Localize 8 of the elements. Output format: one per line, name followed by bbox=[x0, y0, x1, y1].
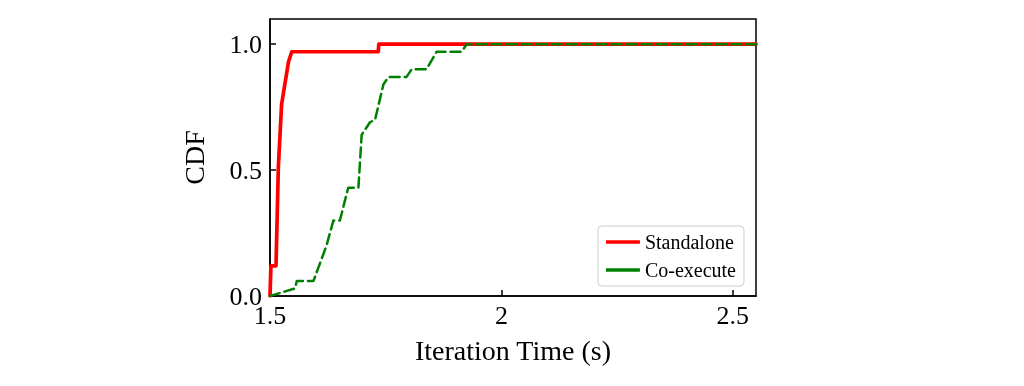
x-tick-label: 2 bbox=[494, 300, 508, 330]
y-tick-label: 0.5 bbox=[229, 155, 262, 185]
x-tick-label: 2.5 bbox=[716, 300, 750, 330]
x-axis-title: Iteration Time (s) bbox=[415, 334, 611, 366]
legend-label: Co-execute bbox=[644, 259, 737, 281]
y-axis-title: CDF bbox=[178, 130, 210, 185]
y-tick-label: 1.0 bbox=[229, 29, 262, 59]
legend-label: Standalone bbox=[644, 231, 734, 253]
